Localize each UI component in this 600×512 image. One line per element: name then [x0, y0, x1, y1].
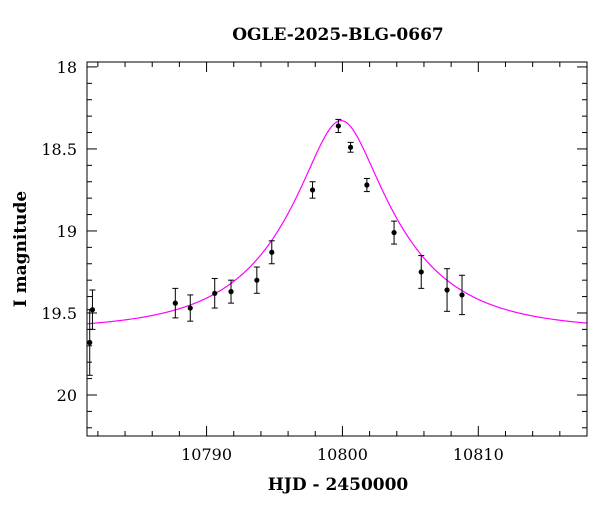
data-point: [444, 268, 451, 312]
data-point-marker: [87, 339, 93, 346]
data-point-marker: [172, 300, 178, 306]
x-axis-label: HJD - 2450000: [268, 475, 409, 495]
data-point: [459, 274, 465, 316]
data-point-marker: [335, 123, 341, 129]
data-point-marker: [187, 305, 193, 311]
data-point: [172, 287, 179, 319]
y-tick-label: 18.5: [41, 140, 77, 159]
x-axis-ticks: 10790 10800 10810: [97, 62, 588, 464]
y-axis-label: I magnitude: [11, 191, 31, 308]
y-tick-label: 18: [57, 58, 77, 77]
data-point-marker: [89, 307, 96, 313]
x-tick-label: 10810: [453, 445, 504, 464]
data-point: [418, 255, 425, 289]
data-point-marker: [254, 277, 260, 283]
y-tick-label: 19.5: [41, 304, 77, 323]
data-point-marker: [418, 269, 424, 275]
data-point: [187, 294, 194, 322]
data-point: [347, 141, 354, 153]
data-point: [228, 279, 235, 304]
x-tick-label: 10790: [181, 445, 232, 464]
data-point-marker: [212, 290, 218, 296]
data-point: [391, 220, 398, 245]
data-point-marker: [364, 182, 370, 188]
y-tick-label: 19: [57, 222, 77, 241]
data-point-marker: [391, 229, 397, 236]
plot-frame: [86, 61, 588, 437]
x-tick-label: 10800: [317, 445, 368, 464]
data-point: [87, 309, 93, 376]
data-point-marker: [347, 144, 354, 150]
chart-title: OGLE-2025-BLG-0667: [232, 25, 444, 45]
data-point: [253, 266, 260, 294]
plot-area: [87, 118, 587, 376]
data-point: [309, 181, 316, 199]
y-tick-label: 20: [57, 386, 77, 405]
data-point-marker: [444, 287, 450, 293]
data-point-marker: [459, 292, 465, 298]
data-point-marker: [269, 249, 275, 255]
y-axis-ticks: 18 18.5 19 19.5 20: [41, 58, 587, 429]
data-point-marker: [309, 187, 316, 193]
data-point: [335, 118, 342, 134]
data-point: [211, 278, 218, 309]
data-point: [363, 177, 370, 193]
data-point: [268, 240, 275, 265]
model-fit-curve: [87, 120, 587, 325]
data-point-marker: [228, 289, 234, 295]
